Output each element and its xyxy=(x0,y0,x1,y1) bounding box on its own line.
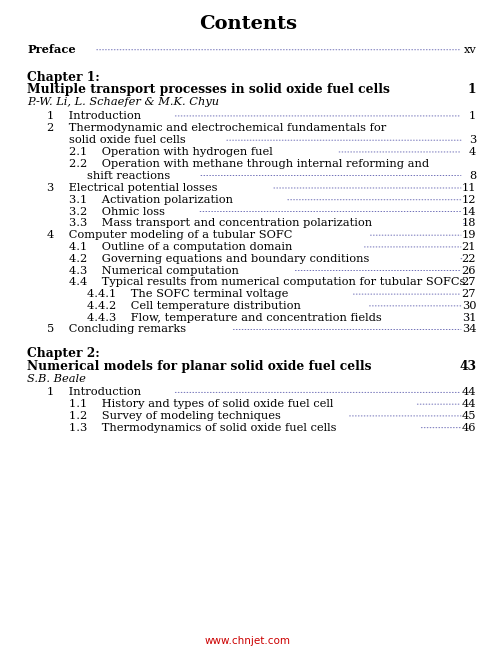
Text: 21: 21 xyxy=(462,242,476,252)
Text: 3.3    Mass transport and concentration polarization: 3.3 Mass transport and concentration pol… xyxy=(69,218,372,229)
Text: 1.3    Thermodynamics of solid oxide fuel cells: 1.3 Thermodynamics of solid oxide fuel c… xyxy=(69,422,337,433)
Text: 34: 34 xyxy=(462,324,476,335)
Text: 1    Introduction: 1 Introduction xyxy=(47,387,141,398)
Text: 2    Thermodynamic and electrochemical fundamentals for: 2 Thermodynamic and electrochemical fund… xyxy=(47,123,386,134)
Text: 2.1    Operation with hydrogen fuel: 2.1 Operation with hydrogen fuel xyxy=(69,147,273,157)
Text: 44: 44 xyxy=(462,399,476,409)
Text: 8: 8 xyxy=(469,170,476,181)
Text: 27: 27 xyxy=(462,289,476,299)
Text: 27: 27 xyxy=(462,277,476,288)
Text: solid oxide fuel cells: solid oxide fuel cells xyxy=(69,135,186,145)
Text: Contents: Contents xyxy=(199,14,297,33)
Text: 4.1    Outline of a computation domain: 4.1 Outline of a computation domain xyxy=(69,242,293,252)
Text: 3    Electrical potential losses: 3 Electrical potential losses xyxy=(47,183,218,193)
Text: 2.2    Operation with methane through internal reforming and: 2.2 Operation with methane through inter… xyxy=(69,159,430,169)
Text: 4.4.1    The SOFC terminal voltage: 4.4.1 The SOFC terminal voltage xyxy=(87,289,288,299)
Text: Multiple transport processes in solid oxide fuel cells: Multiple transport processes in solid ox… xyxy=(27,83,390,96)
Text: 1: 1 xyxy=(469,111,476,121)
Text: shift reactions: shift reactions xyxy=(87,170,170,181)
Text: www.chnjet.com: www.chnjet.com xyxy=(205,635,291,646)
Text: 30: 30 xyxy=(462,301,476,311)
Text: 11: 11 xyxy=(462,183,476,193)
Text: 19: 19 xyxy=(462,230,476,240)
Text: 45: 45 xyxy=(462,411,476,421)
Text: Chapter 2:: Chapter 2: xyxy=(27,347,100,360)
Text: 14: 14 xyxy=(462,206,476,217)
Text: S.B. Beale: S.B. Beale xyxy=(27,373,86,384)
Text: 3.1    Activation polarization: 3.1 Activation polarization xyxy=(69,195,234,205)
Text: 4.4.3    Flow, temperature and concentration fields: 4.4.3 Flow, temperature and concentratio… xyxy=(87,312,381,323)
Text: 4.4    Typical results from numerical computation for tubular SOFCs..: 4.4 Typical results from numerical compu… xyxy=(69,277,473,288)
Text: 3.2    Ohmic loss: 3.2 Ohmic loss xyxy=(69,206,166,217)
Text: xv: xv xyxy=(463,45,476,55)
Text: 1.1    History and types of solid oxide fuel cell: 1.1 History and types of solid oxide fue… xyxy=(69,399,334,409)
Text: 22: 22 xyxy=(462,253,476,264)
Text: 1    Introduction: 1 Introduction xyxy=(47,111,141,121)
Text: 5    Concluding remarks: 5 Concluding remarks xyxy=(47,324,186,335)
Text: 1.2    Survey of modeling techniques: 1.2 Survey of modeling techniques xyxy=(69,411,281,421)
Text: P.-W. Li, L. Schaefer & M.K. Chyu: P.-W. Li, L. Schaefer & M.K. Chyu xyxy=(27,96,219,107)
Text: 4.2    Governing equations and boundary conditions: 4.2 Governing equations and boundary con… xyxy=(69,253,370,264)
Text: 43: 43 xyxy=(459,360,476,373)
Text: 18: 18 xyxy=(462,218,476,229)
Text: 4: 4 xyxy=(469,147,476,157)
Text: 3: 3 xyxy=(469,135,476,145)
Text: 4.4.2    Cell temperature distribution: 4.4.2 Cell temperature distribution xyxy=(87,301,301,311)
Text: 1: 1 xyxy=(468,83,476,96)
Text: Numerical models for planar solid oxide fuel cells: Numerical models for planar solid oxide … xyxy=(27,360,372,373)
Text: 26: 26 xyxy=(462,265,476,276)
Text: 12: 12 xyxy=(462,195,476,205)
Text: 31: 31 xyxy=(462,312,476,323)
Text: 44: 44 xyxy=(462,387,476,398)
Text: Chapter 1:: Chapter 1: xyxy=(27,71,100,84)
Text: 4.3    Numerical computation: 4.3 Numerical computation xyxy=(69,265,239,276)
Text: 46: 46 xyxy=(462,422,476,433)
Text: Preface: Preface xyxy=(27,45,76,55)
Text: 4    Computer modeling of a tubular SOFC: 4 Computer modeling of a tubular SOFC xyxy=(47,230,293,240)
